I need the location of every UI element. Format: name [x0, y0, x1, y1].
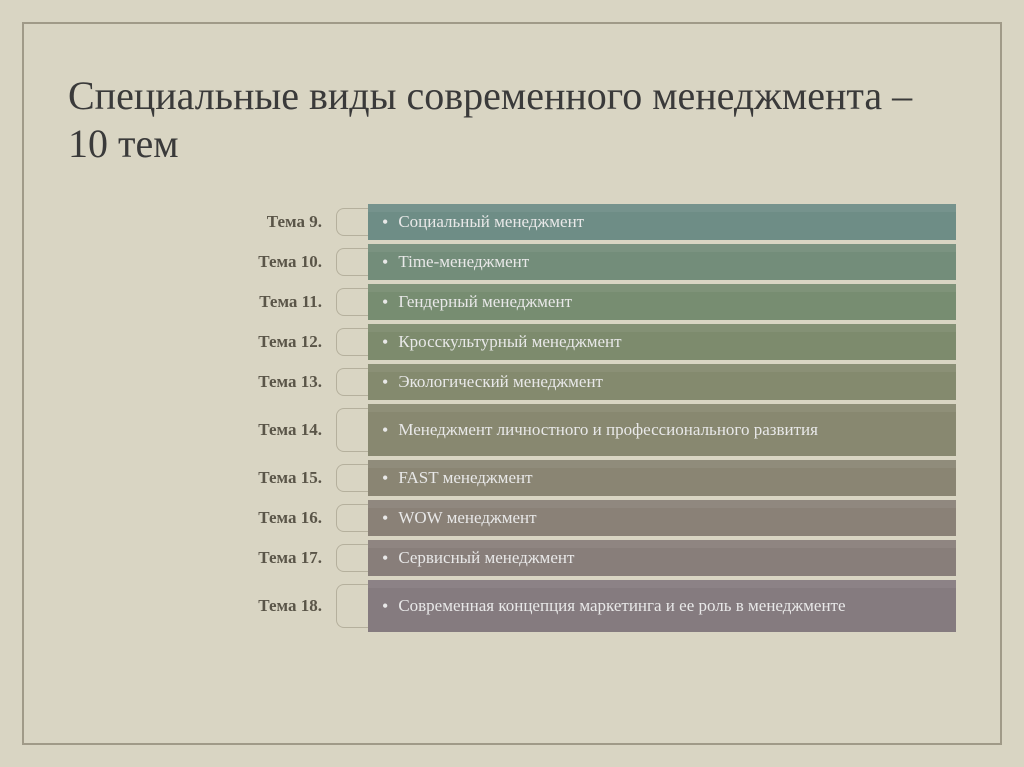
slide-title: Специальные виды современного менеджмент…	[68, 72, 956, 168]
topic-row: • Менеджмент личностного и профессиональн…	[368, 404, 956, 456]
topic-row: • WOW менеджмент	[368, 500, 956, 536]
slide-frame: Специальные виды современного менеджмент…	[22, 22, 1002, 745]
topic-row: • Гендерный менеджмент	[368, 284, 956, 320]
topic-row: • Сервисный менеджмент	[368, 540, 956, 576]
topic-label: Тема 9.	[218, 204, 328, 240]
topic-label: Тема 18.	[218, 580, 328, 632]
bullet-icon: •	[382, 596, 388, 617]
rows-column: • Социальный менеджмент • Time-менеджмент • Г…	[368, 204, 956, 632]
topic-row: • FAST менеджмент	[368, 460, 956, 496]
bullet-icon: •	[382, 212, 388, 233]
topic-label: Тема 17.	[218, 540, 328, 576]
content-area: Тема 9. Тема 10. Тема 11. Тема 12. Тема 13. Т…	[218, 204, 956, 632]
connector-bracket	[336, 248, 368, 276]
topic-text: WOW менеджмент	[398, 507, 536, 528]
topic-label: Тема 15.	[218, 460, 328, 496]
topic-text: Экологический менеджмент	[398, 371, 603, 392]
connectors-column	[328, 204, 368, 632]
topic-label: Тема 16.	[218, 500, 328, 536]
topic-text: Time-менеджмент	[398, 251, 529, 272]
connector-bracket	[336, 208, 368, 236]
topic-row: • Экологический менеджмент	[368, 364, 956, 400]
connector-bracket	[336, 544, 368, 572]
topic-label: Тема 13.	[218, 364, 328, 400]
topic-label: Тема 14.	[218, 404, 328, 456]
topic-text: Менеджмент личностного и профессионально…	[398, 419, 818, 440]
bullet-icon: •	[382, 252, 388, 273]
topic-text: Гендерный менеджмент	[398, 291, 572, 312]
connector-bracket	[336, 408, 368, 452]
connector-bracket	[336, 504, 368, 532]
topic-label: Тема 11.	[218, 284, 328, 320]
connector-bracket	[336, 464, 368, 492]
connector-bracket	[336, 328, 368, 356]
topic-row: • Современная концепция маркетинга и ее р…	[368, 580, 956, 632]
bullet-icon: •	[382, 332, 388, 353]
topic-text: Современная концепция маркетинга и ее ро…	[398, 595, 845, 616]
bullet-icon: •	[382, 468, 388, 489]
topic-label: Тема 10.	[218, 244, 328, 280]
topic-row: • Time-менеджмент	[368, 244, 956, 280]
bullet-icon: •	[382, 508, 388, 529]
topic-text: Кросскультурный менеджмент	[398, 331, 621, 352]
connector-bracket	[336, 368, 368, 396]
topic-row: • Социальный менеджмент	[368, 204, 956, 240]
topic-text: Социальный менеджмент	[398, 211, 584, 232]
bullet-icon: •	[382, 420, 388, 441]
connector-bracket	[336, 584, 368, 628]
labels-column: Тема 9. Тема 10. Тема 11. Тема 12. Тема 13. Т…	[218, 204, 328, 632]
topic-row: • Кросскультурный менеджмент	[368, 324, 956, 360]
topic-text: Сервисный менеджмент	[398, 547, 574, 568]
topic-text: FAST менеджмент	[398, 467, 532, 488]
bullet-icon: •	[382, 372, 388, 393]
bullet-icon: •	[382, 292, 388, 313]
topic-label: Тема 12.	[218, 324, 328, 360]
connector-bracket	[336, 288, 368, 316]
bullet-icon: •	[382, 548, 388, 569]
